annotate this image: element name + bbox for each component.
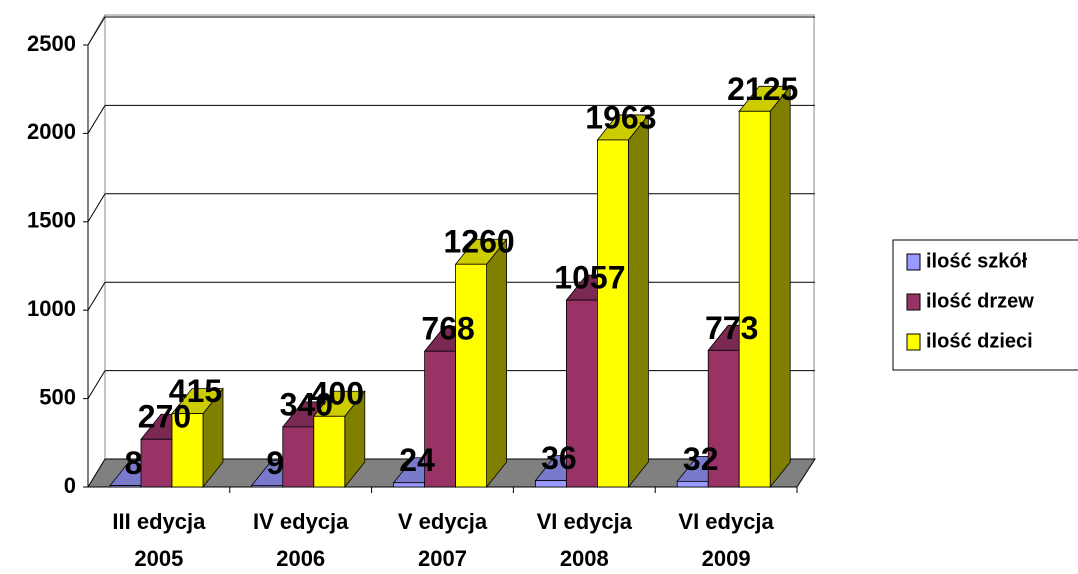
data-label: 36 <box>541 440 577 476</box>
bar <box>597 139 629 488</box>
x-tick-label: 2008 <box>560 546 609 571</box>
bar <box>140 438 173 488</box>
grid-line-side <box>87 193 106 223</box>
x-tick-label: 2005 <box>134 546 183 571</box>
data-label: 400 <box>311 376 364 412</box>
y-tick-label: 1500 <box>27 208 76 233</box>
data-label: 340 <box>280 386 333 422</box>
data-label: 1057 <box>554 260 625 296</box>
x-tick-label: V edycja <box>398 509 488 534</box>
x-tick-label: 2009 <box>702 546 751 571</box>
data-label: 24 <box>399 442 435 478</box>
data-label: 415 <box>169 373 222 409</box>
data-label: 270 <box>138 399 191 435</box>
grid-line-side <box>87 105 106 134</box>
bar <box>676 480 709 488</box>
x-tick-label: VI edycja <box>537 509 633 534</box>
bar-side <box>486 238 508 489</box>
data-label: 8 <box>125 445 143 481</box>
bar <box>109 485 142 488</box>
legend-swatch <box>906 293 921 311</box>
legend-swatch <box>906 253 921 271</box>
y-tick-label: 0 <box>64 473 76 498</box>
bar <box>738 110 771 488</box>
bar <box>282 426 315 488</box>
x-tick-label: IV edycja <box>253 509 349 534</box>
data-label: 32 <box>683 441 719 477</box>
y-tick-label: 2500 <box>27 31 76 56</box>
legend-swatch <box>906 333 921 351</box>
legend-label: ilość dzieci <box>926 330 1033 352</box>
x-tick-label: VI edycja <box>678 509 774 534</box>
bar <box>313 415 346 488</box>
bar <box>171 413 204 488</box>
grid-line-side <box>87 370 106 399</box>
data-label: 773 <box>705 310 758 346</box>
bar <box>566 299 598 488</box>
y-tick-label: 2000 <box>27 119 76 144</box>
x-tick-label: III edycja <box>112 509 206 534</box>
grid-line-side <box>87 16 106 46</box>
data-label: 9 <box>266 445 284 481</box>
bar <box>251 485 284 488</box>
legend-label: ilość szkół <box>926 250 1028 272</box>
y-tick-label: 1000 <box>27 296 76 321</box>
bar <box>455 263 488 488</box>
bar <box>535 480 567 488</box>
data-label: 2125 <box>727 71 798 107</box>
data-label: 1260 <box>444 224 515 260</box>
grid-line-side <box>87 281 106 311</box>
bar-side <box>628 113 649 489</box>
data-label: 768 <box>421 311 474 347</box>
bar <box>393 482 426 488</box>
legend-label: ilość drzew <box>926 290 1034 312</box>
bar-side <box>769 85 791 489</box>
x-tick-label: 2007 <box>418 546 467 571</box>
x-tick-label: 2006 <box>276 546 325 571</box>
legend-box <box>892 239 1078 371</box>
data-label: 1963 <box>585 99 656 135</box>
y-tick-label: 500 <box>39 384 76 409</box>
